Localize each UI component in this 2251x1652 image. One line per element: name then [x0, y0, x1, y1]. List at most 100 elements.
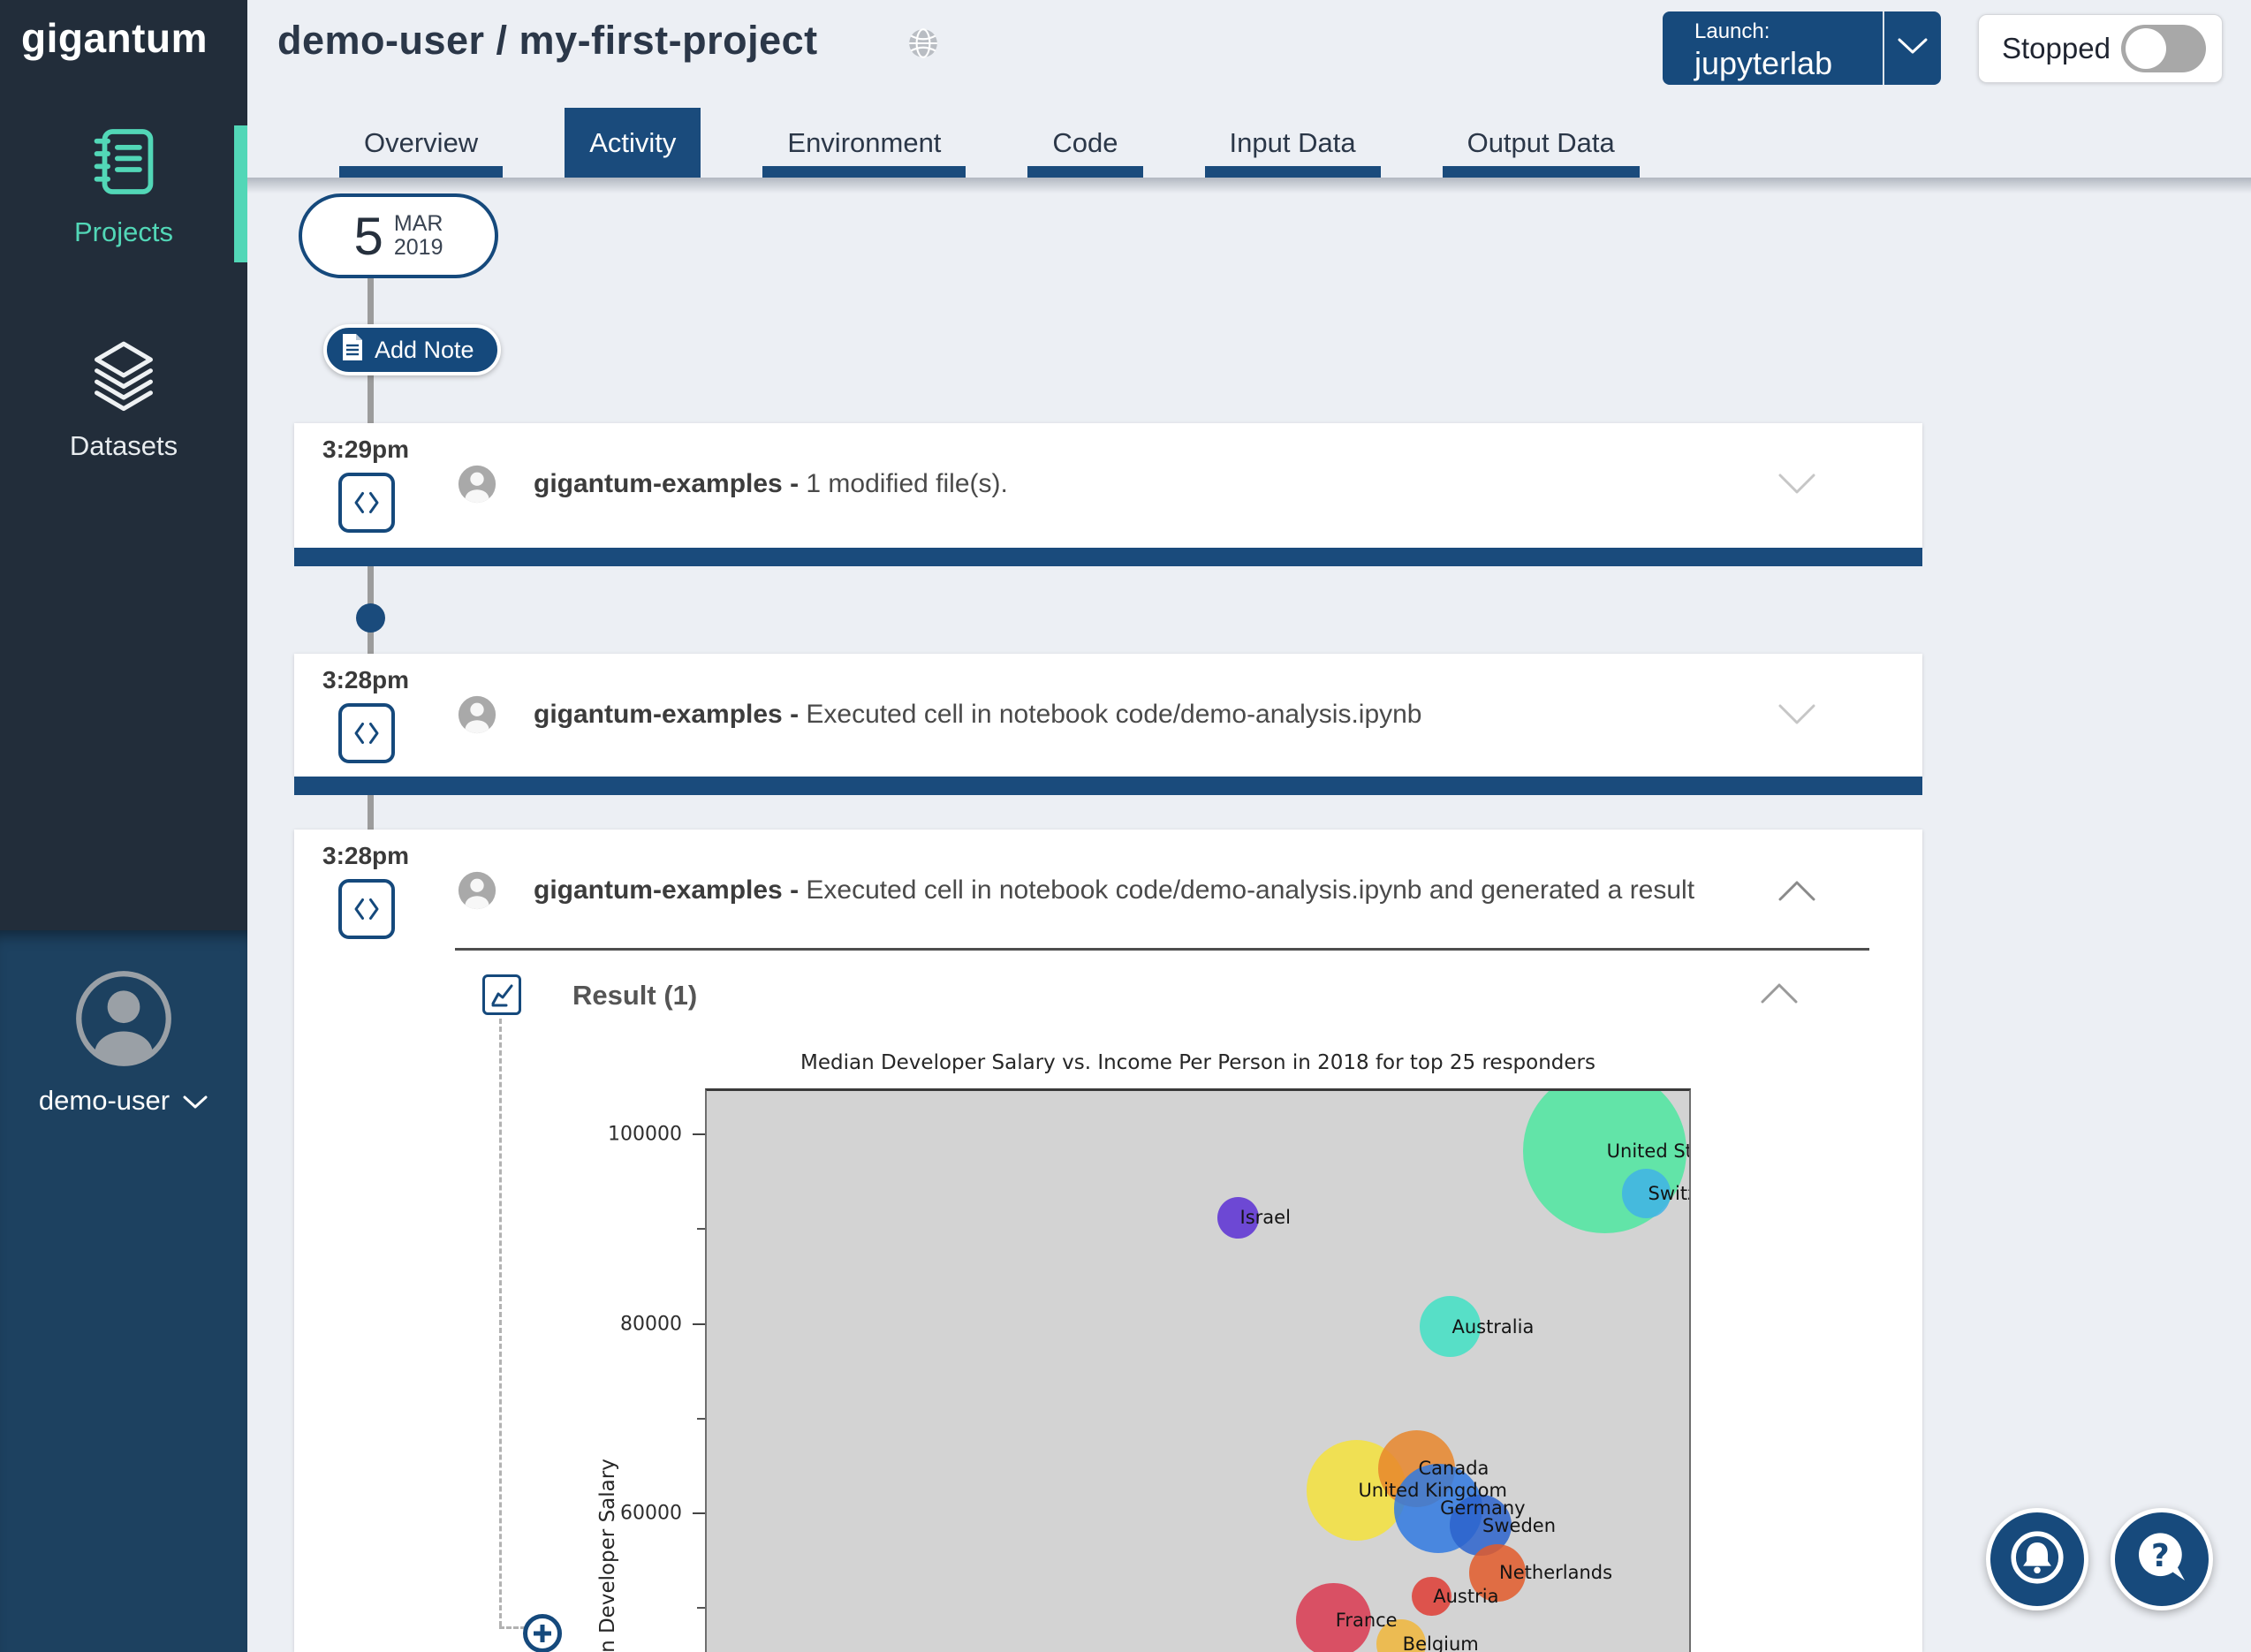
chart-bubble [1376, 1618, 1426, 1652]
timeline-date-badge: 5 MAR 2019 [299, 193, 498, 278]
page-title: demo-user / my-first-project [277, 18, 818, 63]
record-actor: gigantum-examples - [534, 700, 807, 729]
launch-button[interactable]: Launch: jupyterlab [1663, 11, 1941, 85]
add-note-label: Add Note [375, 336, 474, 363]
launch-button-main[interactable]: Launch: jupyterlab [1663, 11, 1884, 85]
chart-title: Median Developer Salary vs. Income Per P… [800, 1051, 1595, 1074]
tab-input-data[interactable]: Input Data [1204, 108, 1381, 178]
record-message: Executed cell in notebook code/demo-anal… [806, 700, 1422, 729]
timeline-dot [356, 603, 385, 633]
launch-value: jupyterlab [1694, 45, 1833, 81]
chart-bubble-label: France [1335, 1609, 1398, 1631]
expand-record-chevron-icon[interactable] [1777, 703, 1816, 731]
chart-bubble-label: United Kingdom [1358, 1480, 1507, 1502]
chart-bubble-label: Sweden [1482, 1514, 1557, 1536]
chart-bubble [1411, 1576, 1451, 1617]
record-detail-divider [455, 948, 1869, 951]
result-connector-line [499, 1626, 526, 1629]
record-accent-bar [294, 548, 1922, 566]
date-month: MAR [393, 210, 443, 236]
result-chart-plot: United States Switzerland Israel Australia U… [705, 1088, 1691, 1652]
chart-y-tick-mark [693, 1322, 705, 1325]
tab-bar-shadow [247, 178, 2251, 193]
chart-bubble [1419, 1295, 1482, 1358]
chart-y-tick-label: 60000 [620, 1502, 682, 1525]
chart-bubble-label: United States [1606, 1140, 1689, 1163]
chart-bubble-label: Belgium [1402, 1633, 1479, 1652]
code-icon [338, 879, 395, 939]
result-connector-line [499, 1019, 502, 1626]
notifications-button[interactable] [1986, 1508, 2088, 1610]
chart-bubble-label: Germany [1440, 1497, 1526, 1519]
globe-icon [906, 27, 940, 64]
record-time: 3:29pm [322, 436, 410, 463]
activity-record-expanded: 3:28pm gigantum-examples - Executed cell… [294, 830, 1922, 1652]
question-icon: ? [2127, 1523, 2196, 1596]
avatar [457, 870, 497, 915]
chart-bubble-label: Canada [1418, 1458, 1489, 1480]
chart-result-icon [482, 974, 521, 1015]
chart-y-tick-mark [693, 1512, 705, 1514]
record-accent-bar [294, 777, 1922, 795]
collapse-result-chevron-icon[interactable] [1760, 981, 1799, 1009]
launch-dropdown-button[interactable] [1884, 11, 1941, 85]
chart-y-tick-mark [693, 1133, 705, 1135]
layers-icon [86, 341, 162, 417]
tab-output-data[interactable]: Output Data [1442, 108, 1640, 178]
tab-activity[interactable]: Activity [565, 108, 701, 178]
record-time: 3:28pm [322, 666, 410, 693]
app-logo[interactable]: gigantum [21, 15, 208, 61]
record-actor: gigantum-examples - [534, 469, 807, 498]
tab-code[interactable]: Code [1027, 108, 1143, 178]
chart-bubble-label: Australia [1451, 1315, 1535, 1338]
sidebar: gigantum Projects [0, 0, 247, 1652]
chart-y-axis-label: Median Developer Salary [596, 1459, 619, 1652]
bell-icon [2003, 1523, 2072, 1596]
project-tabs: Overview Activity Environment Code Input… [339, 108, 1640, 178]
svg-text:?: ? [2151, 1537, 2170, 1573]
chart-bubble-label: Israel [1239, 1207, 1291, 1229]
container-status-toggle[interactable]: Stopped [1978, 14, 2223, 83]
chart-y-tick-label: 100000 [608, 1123, 682, 1146]
collapse-record-chevron-icon[interactable] [1777, 879, 1816, 906]
active-nav-indicator [234, 125, 247, 262]
chevron-down-icon [182, 1085, 208, 1117]
add-note-button[interactable]: Add Note [323, 324, 501, 375]
launch-label: Launch: [1694, 19, 1770, 43]
chart-y-minor-tick-mark [697, 1228, 705, 1231]
note-icon [341, 333, 364, 368]
record-actor: gigantum-examples - [534, 875, 807, 905]
date-day: 5 [353, 206, 383, 266]
chart-y-axis: 100000 80000 60000 [583, 1088, 705, 1652]
record-message: 1 modified file(s). [806, 469, 1008, 498]
avatar [457, 694, 497, 739]
status-toggle-switch[interactable] [2121, 25, 2206, 72]
chart-y-minor-tick-mark [697, 1607, 705, 1610]
sidebar-item-datasets[interactable]: Datasets [0, 337, 247, 462]
user-menu[interactable]: demo-user [0, 967, 247, 1117]
chart-bubble-label: Austria [1433, 1586, 1499, 1608]
chart-bubble [1468, 1543, 1527, 1602]
tab-overview[interactable]: Overview [339, 108, 504, 178]
chart-y-minor-tick-mark [697, 1417, 705, 1420]
activity-record[interactable]: 3:29pm gigantum-examples - 1 modified fi… [294, 423, 1922, 548]
sidebar-item-label: Projects [74, 216, 173, 247]
sidebar-item-projects[interactable]: Projects [0, 124, 247, 274]
avatar [72, 971, 175, 1073]
toggle-knob [2126, 28, 2166, 69]
help-button[interactable]: ? [2111, 1508, 2213, 1610]
expand-record-chevron-icon[interactable] [1777, 473, 1816, 500]
container-status-label: Stopped [2002, 32, 2111, 64]
code-icon [338, 473, 395, 533]
expand-result-plus-icon[interactable] [523, 1614, 562, 1652]
timeline-spine [368, 276, 374, 885]
avatar [457, 464, 497, 509]
sidebar-item-label: Datasets [69, 430, 178, 461]
activity-record[interactable]: 3:28pm gigantum-examples - Executed cell… [294, 654, 1922, 777]
notebook-icon [86, 129, 162, 203]
result-section-label: Result (1) [572, 980, 698, 1011]
record-message: Executed cell in notebook code/demo-anal… [806, 875, 1695, 905]
tab-environment[interactable]: Environment [762, 108, 966, 178]
chart-bubble-label: Switzerland [1648, 1183, 1689, 1205]
